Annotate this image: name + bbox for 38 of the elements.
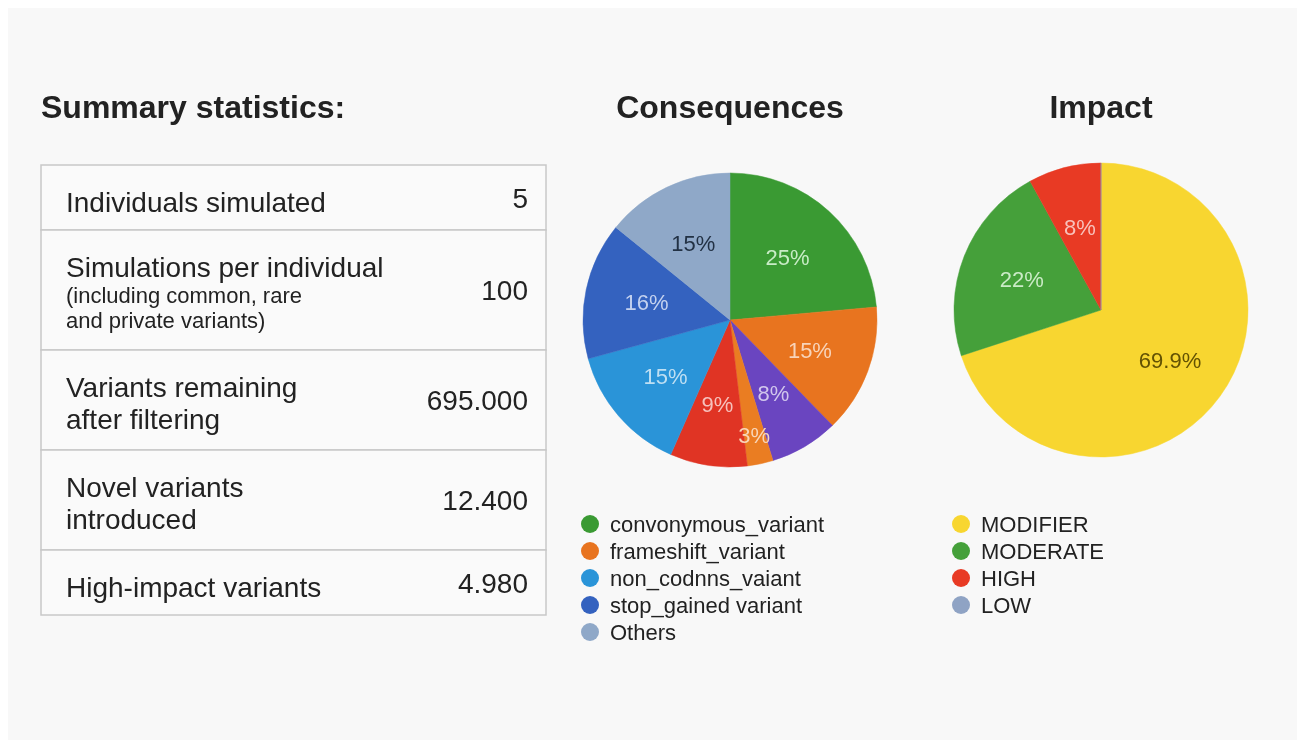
legend-label: MODIFIER	[981, 512, 1089, 537]
legend-label: Others	[610, 620, 677, 645]
data-label: 25%	[765, 245, 810, 271]
chart-title: Impact	[1049, 89, 1153, 125]
pie-slice	[582, 227, 731, 359]
text: Summary statistics:	[41, 89, 346, 125]
legend-label: non_codnns_vaiant	[610, 566, 801, 591]
data-label: 15%	[787, 337, 832, 363]
legend-label: frameshift_variant	[610, 539, 785, 564]
text: 100	[481, 275, 528, 306]
pie-slice	[729, 172, 877, 321]
category-label: Variants remaining after filtering	[66, 372, 298, 436]
text: 5	[512, 182, 528, 214]
text: 12.400	[442, 485, 528, 516]
legend-label: stop_gained variant	[610, 593, 803, 618]
legend-label: HIGH	[981, 566, 1036, 591]
pie-slice	[615, 172, 731, 321]
pie-slice	[587, 319, 731, 455]
legend-label: convonymous_variant	[610, 512, 825, 537]
pie-slice	[961, 162, 1249, 458]
category-label: Novel variants introduced	[66, 472, 244, 536]
category-label: Individuals simulated	[66, 187, 326, 219]
pie-slice	[954, 180, 1102, 356]
chart-title: Consequences	[616, 89, 844, 125]
data-label: 22%	[999, 266, 1044, 292]
data-label: 15%	[671, 231, 716, 257]
data-label: 8%	[757, 381, 790, 407]
text: 4.980	[457, 567, 528, 599]
legend-label: LOW	[981, 593, 1032, 618]
text: 695.000	[426, 385, 528, 416]
data-label: 16%	[624, 290, 669, 316]
data-label: 69.9%	[1138, 348, 1202, 374]
category-label: Simulations per individual (including common, rare and private variants)	[66, 252, 384, 333]
data-label: 8%	[1063, 215, 1096, 241]
legend-label: MODERATE	[981, 539, 1105, 564]
data-label: 9%	[701, 392, 734, 418]
category-label: High-impact variants	[66, 572, 322, 604]
data-label: 15%	[643, 363, 688, 389]
